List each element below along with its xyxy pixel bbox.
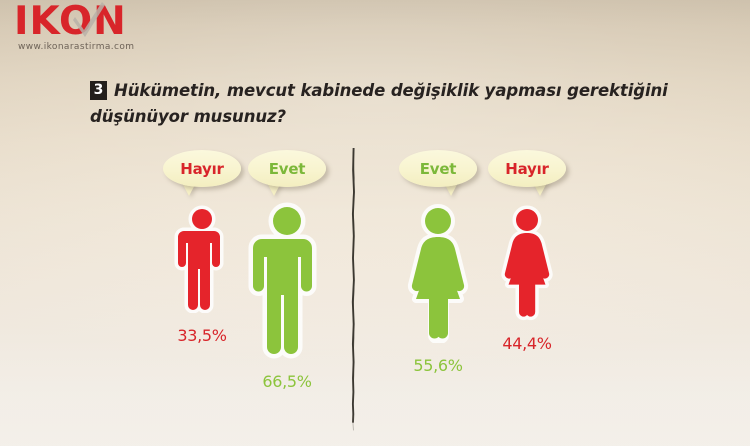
percent-male-no: 33,5% [177, 326, 227, 345]
panel-female-yes: Evet 55,6% [373, 150, 503, 375]
person-female-icon [399, 201, 477, 343]
question-number-badge: 3 [90, 81, 107, 100]
panel-female-no: Hayır 44,4% [462, 150, 592, 353]
speech-bubble-male-no: Hayır [163, 150, 241, 196]
panel-male-yes: Evet 66,5% [222, 150, 352, 391]
speech-bubble-male-yes: Evet [248, 150, 326, 196]
speech-bubble-female-no: Hayır [488, 150, 566, 196]
bubble-label-hayir: Hayır [180, 159, 224, 178]
question-block: 3 Hükümetin, mevcut kabinede değişiklik y… [90, 78, 700, 130]
person-male-icon [170, 203, 234, 313]
percent-male-yes: 66,5% [262, 372, 312, 391]
gender-divider [351, 148, 355, 431]
person-female-icon [494, 203, 560, 321]
brand-url: www.ikonarastirma.com [18, 42, 135, 52]
person-male-icon [244, 199, 330, 359]
brand-logo-wordmark: IKON [14, 0, 127, 44]
question-text: Hükümetin, mevcut kabinede değişiklik ya… [90, 81, 668, 126]
panel-male-no: Hayır 33,5% [137, 150, 267, 345]
brand-logo[interactable]: IKON www.ikonarastirma.com [8, 0, 148, 53]
percent-female-no: 44,4% [502, 334, 552, 353]
bubble-label-evet: Evet [419, 159, 457, 178]
speech-bubble-female-yes: Evet [399, 150, 477, 196]
bubble-label-evet: Evet [268, 159, 306, 178]
bubble-label-hayir: Hayır [505, 159, 549, 178]
percent-female-yes: 55,6% [413, 356, 463, 375]
